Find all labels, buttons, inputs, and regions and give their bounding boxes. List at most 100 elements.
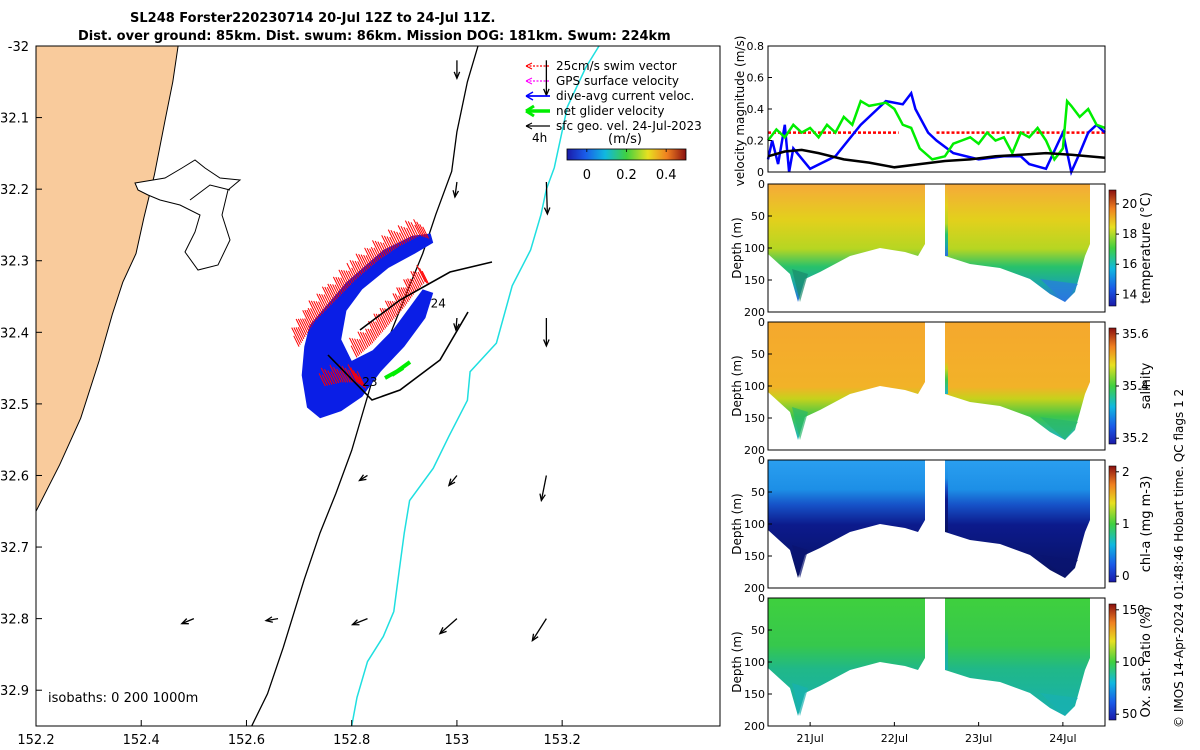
geo-vector xyxy=(265,617,279,622)
swim-vector xyxy=(327,370,335,385)
swim-vector xyxy=(302,318,310,332)
swim-vector xyxy=(411,278,419,291)
swim-vector xyxy=(354,338,363,354)
section-colorbar-label: 14 xyxy=(1122,287,1137,301)
swim-vector xyxy=(393,230,402,246)
map-xtick-label: 152.6 xyxy=(228,733,265,748)
section-ytick-label: 50 xyxy=(751,210,765,223)
section-ytick-label: 200 xyxy=(744,444,765,457)
swim-vector xyxy=(293,335,300,347)
geo-vector-head xyxy=(358,474,367,482)
colorbar-tick-label: 0.2 xyxy=(616,168,637,183)
swim-vector xyxy=(358,339,366,351)
section-colorbar-label: 150 xyxy=(1122,603,1145,617)
section-panel-2: 0 50 100 150 200 Depth (m) 0 1 2 chl-a (mg m-3) xyxy=(730,454,1154,595)
estuary-channel xyxy=(189,184,231,201)
geo-vector-head xyxy=(453,323,460,332)
estuary-lake xyxy=(134,159,242,271)
swim-vector xyxy=(396,231,404,245)
geo-vectors xyxy=(180,60,551,643)
swim-vector xyxy=(359,331,369,348)
legend-net: net glider velocity xyxy=(556,104,664,118)
section-ytick-label: 0 xyxy=(758,178,765,191)
legend-time: 4h xyxy=(532,131,547,145)
section-colorbar xyxy=(1108,603,1117,721)
map-ytick-label: 32.2 xyxy=(0,183,29,198)
swim-vector xyxy=(365,328,374,344)
swim-vector xyxy=(345,270,353,284)
swim-vector xyxy=(405,279,414,295)
geo-vector-head xyxy=(539,493,546,503)
section-ytick-label: 50 xyxy=(751,624,765,637)
swim-vector xyxy=(360,254,369,270)
geo-vector-head xyxy=(452,190,460,199)
swim-vector xyxy=(370,246,379,261)
swim-vector xyxy=(369,328,377,341)
swim-vector xyxy=(398,287,408,304)
geo-vector xyxy=(455,317,458,331)
swim-vector xyxy=(354,260,363,275)
section-ytick-label: 150 xyxy=(744,412,765,425)
section-ytick-label: 200 xyxy=(744,582,765,595)
swim-vector xyxy=(295,327,304,342)
section-colorbar xyxy=(1108,327,1117,445)
section-colorbar-label: 0 xyxy=(1122,569,1130,583)
section-trough-a xyxy=(792,545,808,578)
section-ytick-label: 0 xyxy=(758,592,765,605)
timestamp-label: © IMOS 14-Apr-2024 01:48:46 Hobart time.… xyxy=(1172,388,1186,728)
section-colorbar-label: 20 xyxy=(1122,197,1137,211)
section-xaxis: 21Jul 22Jul 23Jul 24Jul xyxy=(796,722,1077,745)
chart-title-line1: SL248 Forster220230714 20-Jul 12Z to 24-… xyxy=(130,11,496,26)
velocity-ytick-label: 0 xyxy=(757,166,764,179)
map-axis-ticks: 152.2 152.4 152.6 152.8 153 153.2 -32 32.1 32.2 3… xyxy=(0,40,581,748)
swim-vector xyxy=(372,321,381,336)
velocity-series-2 xyxy=(767,98,1106,162)
swim-vector xyxy=(337,277,346,292)
section-cblabel: chl-a (mg m-3) xyxy=(1139,476,1154,573)
swim-vector xyxy=(358,376,365,388)
section-colorbar xyxy=(1108,189,1117,307)
swim-vector xyxy=(406,227,413,240)
section-colorbar-label: 35.4 xyxy=(1122,379,1149,393)
section-panel-1: 0 50 100 150 200 Depth (m) 35.2 35.4 35.6 salinit… xyxy=(730,316,1154,457)
velocity-ylabel: velocity magnitude (m/s) xyxy=(733,36,747,187)
section-colorbar-label: 1 xyxy=(1122,517,1130,531)
swim-vector xyxy=(334,284,341,296)
section-gap xyxy=(925,598,945,726)
swim-vector xyxy=(377,241,386,257)
geo-vector-head xyxy=(264,616,273,623)
swim-vector xyxy=(362,332,371,347)
swim-vector xyxy=(351,338,361,355)
swim-vector xyxy=(368,320,378,339)
section-trough-b xyxy=(1040,555,1078,578)
swim-vector xyxy=(419,267,428,284)
section-ytick-label: 100 xyxy=(744,656,765,669)
swim-vector xyxy=(375,321,382,334)
velocity-ytick-label: 0.8 xyxy=(747,40,765,53)
section-colorbar-label: 35.2 xyxy=(1122,431,1149,445)
day-label-23: 23 xyxy=(362,375,377,389)
section-data-a xyxy=(768,460,925,578)
section-trough-a xyxy=(792,683,808,716)
swim-vector xyxy=(410,222,419,237)
swim-vector xyxy=(299,318,309,334)
swim-vector xyxy=(336,368,344,383)
swim-vector xyxy=(323,294,331,307)
swim-vector xyxy=(419,224,427,239)
section-trough-a xyxy=(792,269,808,302)
swim-vector xyxy=(352,370,361,386)
section-gap-edge xyxy=(945,460,948,532)
geo-vector xyxy=(545,181,549,215)
swim-vector xyxy=(356,338,364,352)
section-ytick-label: 150 xyxy=(744,274,765,287)
swim-vector xyxy=(304,309,313,326)
section-colorbar-label: 35.6 xyxy=(1122,327,1149,341)
isobath-1000m xyxy=(350,46,600,726)
section-ylabel: Depth (m) xyxy=(730,493,744,554)
swim-vector xyxy=(326,286,335,302)
swim-vector xyxy=(373,247,381,260)
legend-gps: GPS surface velocity xyxy=(556,74,679,88)
swim-vector xyxy=(410,270,420,289)
